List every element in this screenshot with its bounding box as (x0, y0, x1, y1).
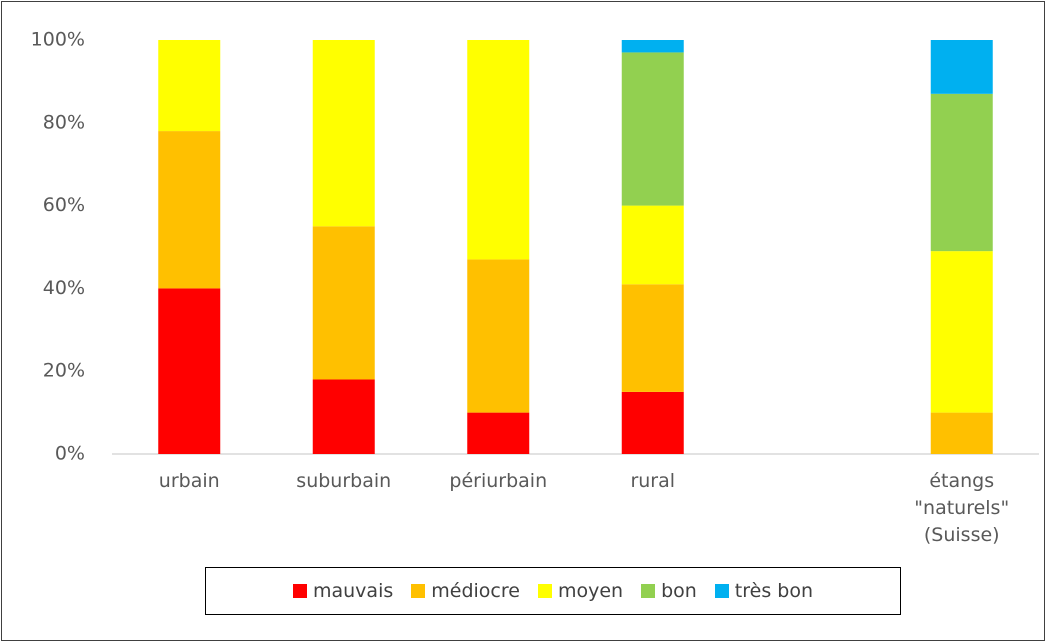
legend-swatch (411, 584, 426, 598)
legend-item: mauvais (292, 580, 394, 602)
x-tick-label: étangs "naturels" (Suisse) (914, 470, 1010, 546)
legend-label: très bon (734, 580, 813, 602)
bar-segment (158, 288, 221, 454)
bar-segment (930, 40, 993, 94)
y-tick-label: 80% (43, 111, 85, 133)
bar-segment (930, 251, 993, 413)
bar-segment (312, 379, 375, 454)
legend-swatch (292, 584, 307, 598)
bar-segment (312, 40, 375, 227)
x-tick-label: suburbain (296, 470, 392, 492)
bar-segment (930, 412, 993, 454)
bar-segment (467, 40, 530, 260)
bar-segment (621, 205, 684, 285)
bar-segment (467, 259, 530, 413)
bar-segment (621, 40, 684, 53)
legend-swatch (537, 584, 552, 598)
legend-label: mauvais (312, 580, 394, 602)
y-tick-label: 40% (43, 277, 85, 299)
legend-item: moyen (537, 580, 624, 602)
y-tick-label: 60% (43, 194, 85, 216)
bar-segment (158, 131, 221, 289)
bar-segment (930, 93, 993, 252)
bar-segment (158, 40, 221, 132)
x-tick-label: rural (630, 470, 676, 492)
legend-label: moyen (557, 580, 624, 602)
x-tick-label: périurbain (449, 470, 548, 492)
legend: mauvais médiocre moyen bon très bon (205, 567, 901, 615)
legend-swatch (641, 584, 656, 598)
legend-label: médiocre (431, 580, 520, 602)
y-tick-label: 20% (43, 360, 85, 382)
legend-swatch (714, 584, 729, 598)
bar-segment (621, 391, 684, 454)
bar-segment (467, 412, 530, 454)
bar-segment (621, 284, 684, 392)
bar-segment (621, 52, 684, 206)
legend-item: bon (641, 580, 697, 602)
legend-label: bon (661, 580, 697, 602)
bar-segment (312, 226, 375, 380)
x-tick-label: urbain (158, 470, 220, 492)
y-tick-label: 100% (31, 29, 85, 51)
legend-item: très bon (714, 580, 813, 602)
y-tick-label: 0% (55, 443, 85, 465)
legend-item: médiocre (411, 580, 520, 602)
